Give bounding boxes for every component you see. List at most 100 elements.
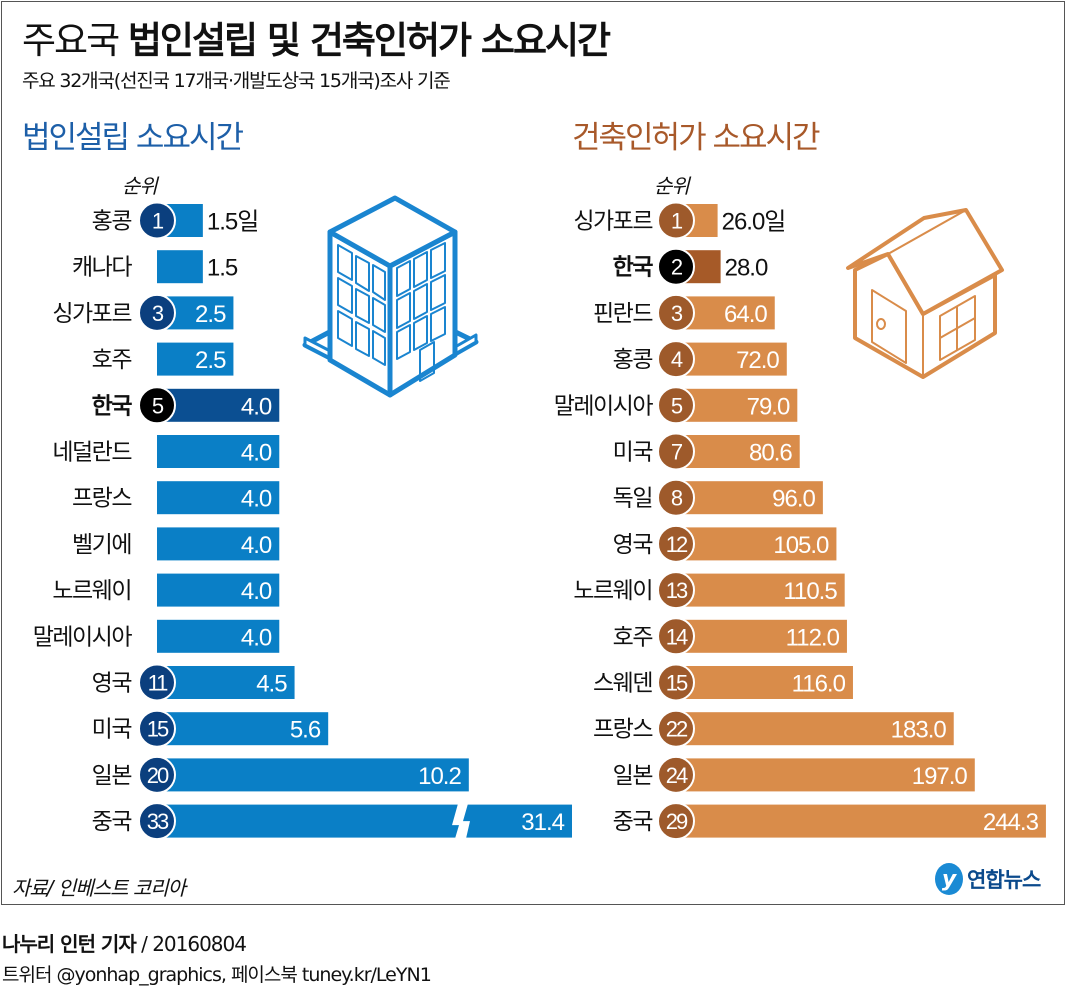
bar <box>157 619 280 653</box>
rank-badge <box>138 663 176 702</box>
value-label: 183.0 <box>891 717 947 744</box>
rank-label: 3 <box>671 301 683 326</box>
rank-label: 12 <box>666 532 688 557</box>
value-label: 64.0 <box>724 301 767 328</box>
bar <box>157 481 280 515</box>
byline-date: / 20160804 <box>135 932 247 956</box>
category-label: 중국 <box>92 809 132 835</box>
value-label: 4.0 <box>241 578 272 605</box>
rank-label: 13 <box>666 578 688 603</box>
category-label: 독일 <box>613 486 652 512</box>
bar-row: 33 중국 31.4 <box>92 802 572 841</box>
rank-label: 22 <box>666 717 688 742</box>
category-label: 영국 <box>613 532 653 558</box>
bar <box>676 758 975 792</box>
bar <box>676 388 798 422</box>
category-label: 홍콩 <box>613 347 653 373</box>
rank-badge <box>138 201 176 240</box>
rank-badge <box>657 524 695 563</box>
category-label: 호주 <box>92 347 132 373</box>
rank-label: 5 <box>671 393 683 418</box>
category-label: 미국 <box>613 440 653 466</box>
yonhap-logo: y 연합뉴스 <box>935 863 1041 895</box>
bar-row: 3 싱가포르 2.5 <box>52 293 234 332</box>
category-label: 일본 <box>613 763 653 789</box>
rank-badge <box>657 802 695 841</box>
value-label: 4.0 <box>241 486 272 513</box>
bar <box>157 527 280 561</box>
rank-label: 33 <box>147 809 169 834</box>
rank-badge <box>138 293 176 332</box>
bar-row: 8 독일 96.0 <box>613 478 823 517</box>
yonhap-logo-icon: y <box>935 863 963 895</box>
bar <box>157 712 329 746</box>
value-label: 1.5일 <box>207 209 258 236</box>
bar <box>676 619 847 653</box>
bar <box>157 435 280 468</box>
category-label: 프랑스 <box>593 717 652 743</box>
bar <box>676 481 823 515</box>
category-label: 노르웨이 <box>52 578 131 604</box>
bar-row: 7 미국 80.6 <box>613 432 800 471</box>
value-label: 4.0 <box>241 393 272 420</box>
bar-row: 15 미국 5.6 <box>92 709 329 748</box>
bar-row: 12 영국 105.0 <box>613 524 837 563</box>
bar <box>157 666 295 699</box>
category-label: 싱가포르 <box>573 209 652 235</box>
value-label: 2.5 <box>195 347 226 374</box>
value-label: 197.0 <box>912 763 968 790</box>
category-label: 싱가포르 <box>52 301 131 327</box>
bar-row: 노르웨이 4.0 <box>52 573 280 607</box>
value-label: 4.0 <box>241 532 272 559</box>
bar <box>157 342 234 376</box>
axis-break-mark <box>452 803 470 839</box>
social-links: 트위터 @yonhap_graphics, 페이스북 tuney.kr/LeYN… <box>2 964 432 986</box>
bar <box>676 573 845 607</box>
rank-badge <box>657 755 695 794</box>
rank-label: 14 <box>666 624 688 649</box>
rank-label: 11 <box>148 671 169 696</box>
value-label: 5.6 <box>290 717 321 744</box>
bar <box>676 666 853 699</box>
category-label: 노르웨이 <box>573 578 652 604</box>
title-bold: 법인설립 및 건축인허가 소요시간 <box>127 19 611 62</box>
rank-badge <box>657 478 695 517</box>
rank-label: 7 <box>671 440 683 465</box>
value-label: 26.0일 <box>722 209 786 236</box>
rank-label: 29 <box>666 809 688 834</box>
rank-badge <box>657 386 695 425</box>
yonhap-logo-text: 연합뉴스 <box>967 868 1041 892</box>
category-label: 홍콩 <box>92 209 132 235</box>
bar <box>157 804 572 838</box>
category-label: 캐나다 <box>72 255 132 281</box>
office-building-icon <box>302 195 479 398</box>
rank-label: 1 <box>671 209 683 234</box>
value-label: 105.0 <box>773 532 829 559</box>
bar-row: 13 노르웨이 110.5 <box>573 571 845 610</box>
rank-label: 15 <box>666 671 688 696</box>
bar-row: 29 중국 244.3 <box>613 802 1046 841</box>
bar-row: 5 한국 4.0 <box>92 386 280 425</box>
bar <box>676 804 1046 838</box>
category-label: 호주 <box>613 624 653 650</box>
category-label: 미국 <box>92 717 132 743</box>
rank-label: 20 <box>147 763 169 788</box>
page-title: 주요국 법인설립 및 건축인허가 소요시간 <box>22 10 611 64</box>
category-label: 말레이시아 <box>554 393 654 419</box>
bar-row: 벨기에 4.0 <box>72 527 280 561</box>
bar-row: 20 일본 10.2 <box>92 755 469 794</box>
bar-row: 14 호주 112.0 <box>613 617 847 656</box>
value-label: 96.0 <box>772 486 815 513</box>
rank-label: 15 <box>147 717 169 742</box>
rank-badge <box>657 663 695 702</box>
value-label: 80.6 <box>749 440 792 467</box>
source-note: 자료/ 인베스트 코리아 <box>12 876 186 900</box>
category-label: 벨기에 <box>72 532 131 558</box>
bar <box>676 527 837 561</box>
rank-badge <box>138 755 176 794</box>
category-label: 네덜란드 <box>52 440 131 466</box>
value-label: 116.0 <box>792 671 846 698</box>
category-label: 말레이시아 <box>33 624 133 650</box>
value-label: 28.0 <box>725 255 768 282</box>
bar <box>157 573 280 607</box>
